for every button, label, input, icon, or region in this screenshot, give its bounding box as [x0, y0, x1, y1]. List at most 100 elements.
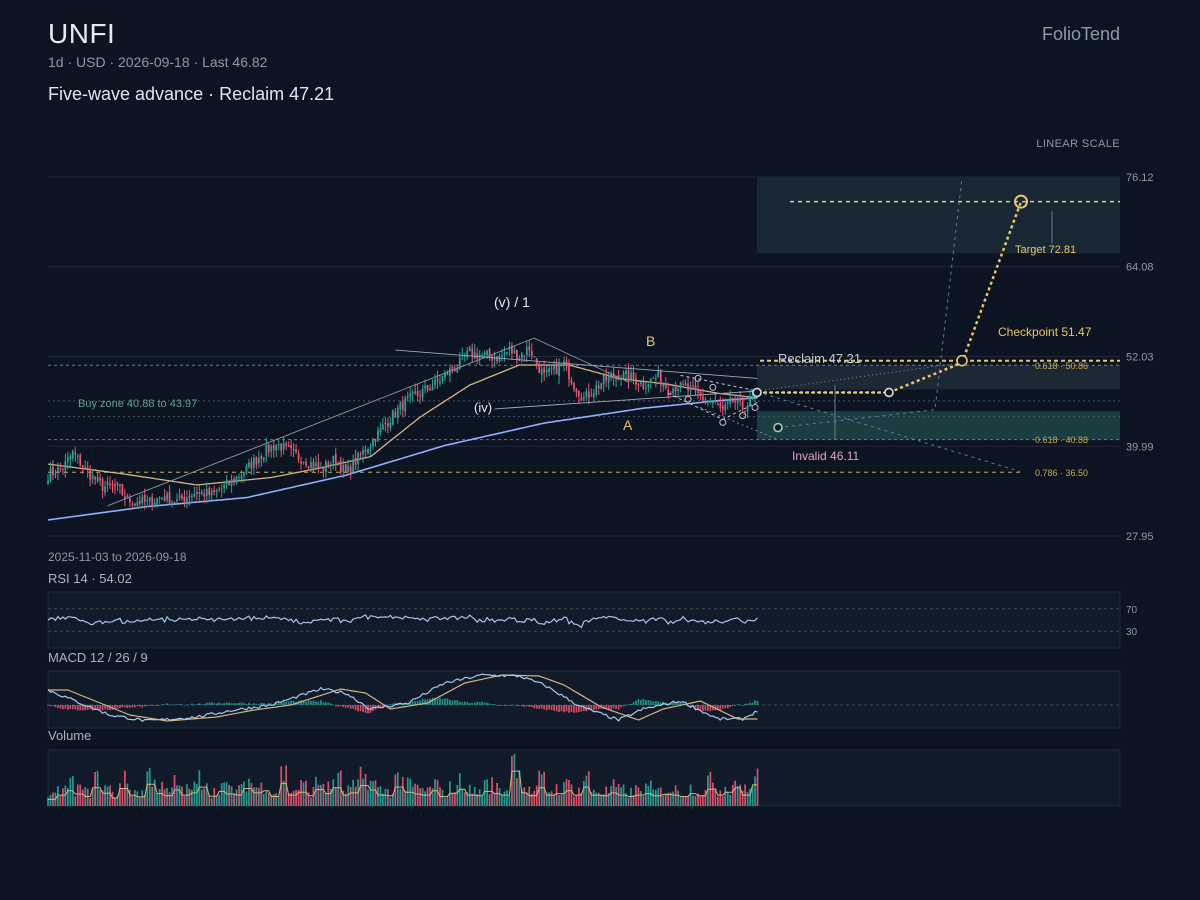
- volume-bar: [699, 795, 702, 806]
- volume-bar: [181, 786, 183, 806]
- macd-hist-bar: [749, 702, 751, 705]
- volume-bar: [131, 795, 134, 806]
- candle-body: [419, 395, 421, 397]
- projection-node: [956, 354, 968, 367]
- volume-bar: [188, 788, 191, 806]
- candle-body: [213, 489, 216, 493]
- macd-hist-bar: [94, 705, 97, 710]
- volume-bar: [483, 780, 486, 806]
- macd-hist-bar: [558, 705, 560, 712]
- candle-body: [320, 467, 322, 469]
- candle-body: [329, 463, 332, 467]
- volume-bar: [146, 771, 149, 806]
- volume-bar: [337, 772, 340, 806]
- volume-bar: [498, 788, 501, 806]
- candle-body: [69, 456, 72, 460]
- volume-bar: [478, 789, 481, 806]
- candle-body: [285, 443, 288, 446]
- macd-hist-bar: [89, 705, 92, 710]
- macd-hist-bar: [245, 704, 248, 705]
- volume-bar: [444, 797, 446, 806]
- candle-body: [441, 376, 444, 381]
- volume-bar: [119, 783, 121, 806]
- candle-body: [223, 484, 226, 489]
- candle-body: [334, 454, 337, 464]
- volume-bar: [344, 793, 347, 806]
- wave-label-b: B: [646, 333, 655, 349]
- macd-hist-bar: [166, 703, 168, 705]
- candle-body: [369, 446, 372, 448]
- volume-bar: [731, 784, 734, 806]
- volume-bar: [374, 780, 377, 806]
- candle-body: [635, 378, 637, 385]
- volume-bar: [59, 795, 62, 806]
- candle-body: [702, 396, 704, 401]
- channel-upper: [395, 349, 758, 379]
- macd-hist-bar: [382, 705, 384, 707]
- rsi-tick: 70: [1126, 605, 1138, 616]
- macd-hist-bar: [486, 702, 488, 705]
- volume-bar: [285, 765, 288, 806]
- macd-hist-bar: [597, 705, 600, 709]
- macd-hist-bar: [84, 705, 87, 711]
- volume-bar: [545, 792, 548, 806]
- volume-bar: [377, 787, 379, 806]
- volume-bar: [580, 793, 583, 806]
- volume-bar: [548, 792, 550, 806]
- alt-path: [756, 362, 963, 392]
- volume-bar: [302, 782, 305, 806]
- candle-body: [114, 484, 116, 487]
- volume-bar: [292, 790, 295, 806]
- candle-body: [188, 496, 191, 498]
- candle-body: [528, 346, 531, 351]
- candle-body: [163, 496, 166, 502]
- volume-bar: [342, 790, 345, 806]
- volume-bar: [632, 795, 635, 806]
- macd-hist-bar: [91, 705, 94, 711]
- rsi-panel-title: RSI 14 · 54.02: [48, 571, 132, 586]
- candle-body: [96, 476, 99, 481]
- macd-hist-bar: [151, 705, 154, 706]
- candle-body: [513, 350, 516, 354]
- macd-hist-bar: [523, 705, 526, 707]
- volume-bar: [310, 797, 312, 806]
- candle-body: [578, 390, 580, 397]
- macd-hist-bar: [518, 705, 521, 706]
- macd-hist-bar: [81, 705, 84, 711]
- volume-bar: [262, 793, 265, 806]
- macd-hist-bar: [573, 705, 575, 713]
- volume-bar: [416, 784, 419, 806]
- scale-mode-label[interactable]: LINEAR SCALE: [1036, 138, 1120, 150]
- macd-hist-bar: [419, 700, 421, 705]
- macd-hist-bar: [587, 705, 590, 711]
- macd-hist-bar: [193, 704, 196, 706]
- candle-body: [640, 381, 642, 384]
- candle-body: [709, 401, 712, 403]
- candle-body: [106, 481, 109, 486]
- volume-bar: [446, 796, 449, 806]
- macd-hist-bar: [491, 704, 493, 705]
- volume-bar: [191, 789, 193, 806]
- volume-bar: [153, 779, 156, 806]
- candle-body: [518, 358, 521, 361]
- candle-body: [436, 378, 439, 382]
- macd-hist-bar: [265, 703, 268, 705]
- macd-hist-bar: [362, 705, 364, 712]
- candle-body: [270, 445, 273, 452]
- macd-hist-bar: [114, 705, 116, 710]
- macd-hist-bar: [332, 704, 335, 706]
- macd-line: [47, 673, 758, 723]
- volume-bar: [734, 780, 737, 806]
- candle-body: [379, 427, 382, 433]
- volume-bar: [719, 790, 722, 806]
- macd-hist-bar: [421, 698, 424, 705]
- volume-bar: [372, 781, 374, 806]
- candle-body: [664, 384, 667, 389]
- volume-bar: [486, 779, 488, 806]
- macd-hist-bar: [565, 705, 568, 712]
- macd-hist-bar: [104, 705, 106, 710]
- macd-hist-bar: [630, 703, 632, 705]
- macd-hist-bar: [520, 705, 523, 707]
- candle-body: [657, 370, 660, 378]
